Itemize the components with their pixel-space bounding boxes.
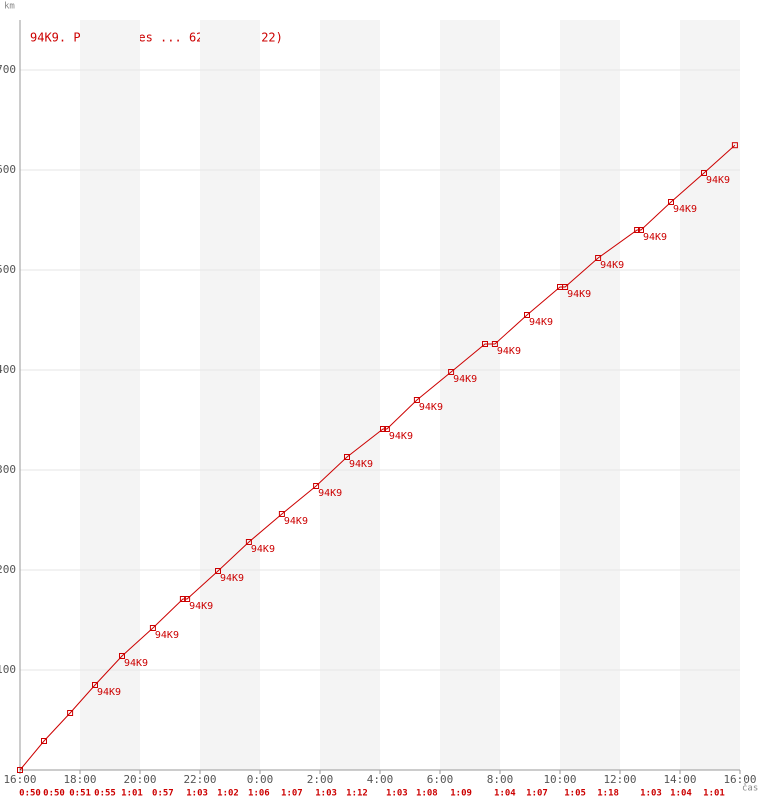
leg-time: 1:18: [597, 789, 619, 799]
leg-time: 0:51: [69, 789, 91, 799]
band: [680, 20, 740, 770]
point: [524, 312, 530, 318]
band: [320, 20, 380, 770]
point: [731, 142, 738, 149]
y-tick-label: 600: [0, 163, 16, 176]
leg-time: 1:02: [217, 789, 239, 799]
leg-time: 1:12: [346, 789, 368, 799]
x-tick-label: 16:00: [723, 773, 756, 786]
point-label: 94K9: [497, 346, 521, 357]
leg-time: 1:04: [670, 789, 692, 799]
point: [245, 539, 252, 545]
point-label: 94K9: [419, 402, 443, 413]
point-label: 94K9: [318, 488, 342, 499]
y-tick-label: 700: [0, 63, 16, 76]
band: [80, 20, 140, 770]
point: [482, 341, 488, 347]
point: [380, 426, 386, 432]
point: [701, 170, 707, 176]
leg-time: 1:04: [494, 789, 516, 799]
point: [149, 625, 156, 631]
point-label: 94K9: [284, 516, 308, 527]
leg-time: 1:09: [450, 789, 472, 799]
point: [184, 596, 191, 602]
x-tick-label: 8:00: [487, 773, 514, 786]
point: [638, 227, 644, 233]
x-tick-label: 2:00: [307, 773, 334, 786]
leg-time: 1:03: [315, 789, 337, 799]
x-tick-label: 4:00: [367, 773, 394, 786]
leg-time: 0:50: [43, 789, 65, 799]
leg-time: 1:07: [281, 789, 303, 799]
point: [383, 426, 390, 432]
band: [200, 20, 260, 770]
y-tick-label: 500: [0, 263, 16, 276]
point: [491, 341, 498, 347]
band: [560, 20, 620, 770]
x-tick-label: 10:00: [543, 773, 576, 786]
point: [344, 454, 350, 460]
leg-time: 1:05: [564, 789, 586, 799]
leg-time: 0:57: [152, 789, 174, 799]
leg-time: 0:50: [19, 789, 41, 799]
point: [17, 767, 23, 773]
leg-time: 1:01: [703, 789, 725, 799]
point-label: 94K9: [124, 658, 148, 669]
x-tick-label: 22:00: [183, 773, 216, 786]
y-tick-label: 200: [0, 563, 16, 576]
point: [179, 596, 186, 602]
point: [41, 738, 47, 744]
point: [119, 653, 125, 659]
point-label: 94K9: [389, 431, 413, 442]
point: [215, 568, 221, 574]
point-label: 94K9: [567, 289, 591, 300]
x-axis-label: čas: [742, 783, 758, 794]
x-tick-label: 14:00: [663, 773, 696, 786]
line: [19, 144, 736, 771]
leg-time: 1:03: [186, 789, 208, 799]
leg-time: 1:07: [526, 789, 548, 799]
point-label: 94K9: [643, 232, 667, 243]
leg-time: 1:06: [248, 789, 270, 799]
point-label: 94K9: [529, 317, 553, 328]
x-tick-label: 6:00: [427, 773, 454, 786]
y-tick-label: 100: [0, 663, 16, 676]
point: [668, 199, 674, 205]
point: [562, 284, 569, 290]
point: [92, 682, 98, 688]
point: [313, 483, 320, 489]
point: [634, 227, 641, 233]
point: [278, 511, 285, 517]
point-label: 94K9: [673, 204, 697, 215]
point-label: 94K9: [97, 687, 121, 698]
point-label: 94K9: [453, 374, 477, 385]
leg-time: 0:55: [94, 789, 116, 799]
point: [67, 710, 74, 716]
leg-time: 1:03: [640, 789, 662, 799]
point-label: 94K9: [600, 260, 624, 271]
point-label: 94K9: [349, 459, 373, 470]
x-tick-label: 0:00: [247, 773, 274, 786]
x-tick-label: 20:00: [123, 773, 156, 786]
leg-time: 1:03: [386, 789, 408, 799]
y-tick-label: 300: [0, 463, 16, 476]
y-tick-label: 400: [0, 363, 16, 376]
y-axis-label: km: [4, 2, 15, 12]
x-tick-label: 12:00: [603, 773, 636, 786]
point-label: 94K9: [220, 573, 244, 584]
point: [595, 255, 602, 261]
band: [440, 20, 500, 770]
point-label: 94K9: [155, 630, 179, 641]
point: [448, 369, 455, 375]
leg-time: 1:01: [121, 789, 143, 799]
x-tick-label: 16:00: [3, 773, 36, 786]
point-label: 94K9: [706, 175, 730, 186]
x-tick-label: 18:00: [63, 773, 96, 786]
point-label: 94K9: [189, 601, 213, 612]
point-label: 94K9: [251, 544, 275, 555]
leg-time: 1:08: [416, 789, 438, 799]
point: [413, 397, 420, 403]
